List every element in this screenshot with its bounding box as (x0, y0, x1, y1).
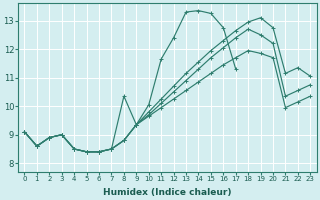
X-axis label: Humidex (Indice chaleur): Humidex (Indice chaleur) (103, 188, 232, 197)
